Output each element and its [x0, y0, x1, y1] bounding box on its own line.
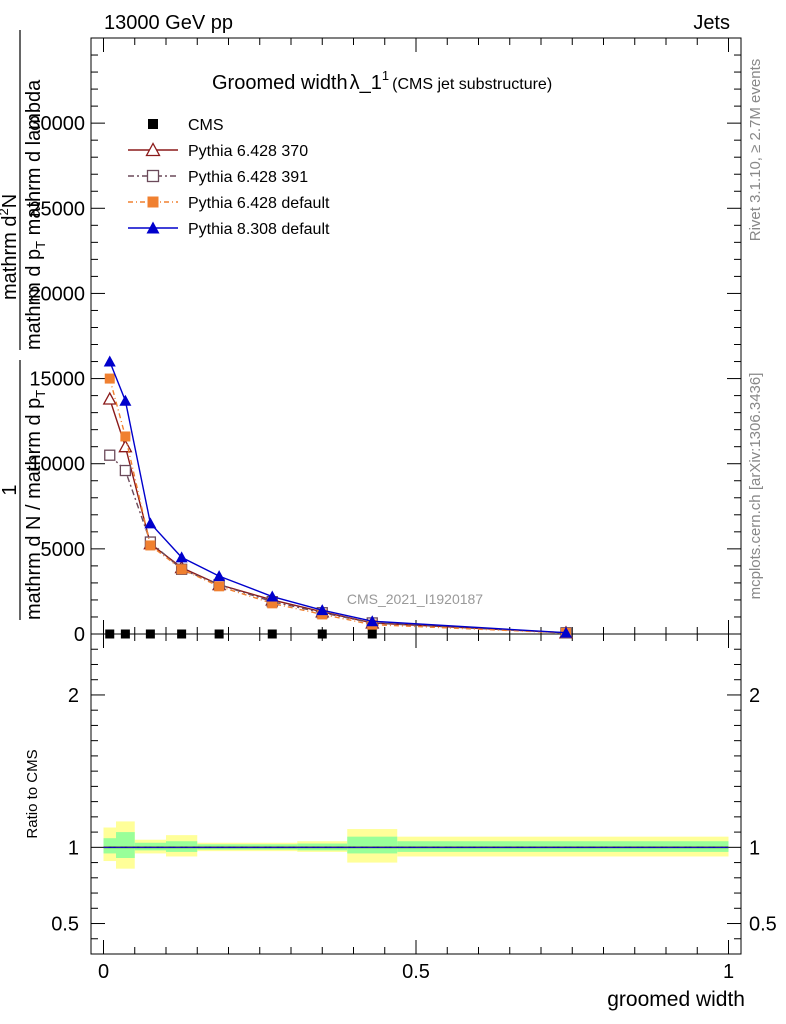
ylabel-frac-den: mathrm d N / mathrm d pT — [23, 390, 48, 620]
data-point — [144, 517, 157, 529]
main-y-tick-label: 30000 — [29, 113, 85, 135]
legend-marker — [146, 169, 160, 183]
series-line — [109, 361, 567, 634]
legend-label: Pythia 8.308 default — [188, 221, 330, 238]
legend-item-p8: Pythia 8.308 default — [128, 221, 330, 238]
x-axis-label: groomed width — [607, 988, 745, 1011]
analysis-watermark: CMS_2021_I1920187 — [347, 591, 483, 607]
legend-label: CMS — [188, 117, 224, 134]
data-point — [105, 629, 115, 639]
data-point — [119, 464, 132, 477]
data-point — [118, 439, 133, 453]
x-tick-label: 1 — [723, 961, 734, 983]
data-point — [560, 626, 572, 638]
data-point — [317, 629, 327, 639]
title-superscript: 1 — [382, 68, 389, 83]
ratio-plot-frame — [90, 633, 742, 955]
legend-marker — [148, 119, 158, 129]
series-p391 — [103, 449, 729, 848]
ratio-band-inner — [103, 838, 116, 854]
main-y-tick-label: 10000 — [29, 454, 85, 476]
legend-item-cms: CMS — [148, 117, 224, 134]
data-point — [119, 394, 132, 406]
legend-item-pdef: Pythia 6.428 default — [128, 195, 330, 212]
data-point — [267, 629, 277, 639]
data-point — [213, 570, 226, 582]
rivet-version-label: Rivet 3.1.10, ≥ 2.7M events — [747, 59, 764, 242]
data-point — [266, 590, 279, 602]
data-point — [145, 629, 155, 639]
main-y-tick-label: 20000 — [29, 283, 85, 305]
ratio-y-axis-label: Ratio to CMS — [24, 749, 41, 838]
main-y-tick-label: 5000 — [41, 539, 86, 561]
ylabel-rhs-num: mathrm d2N — [0, 194, 21, 300]
data-point — [366, 615, 379, 627]
main-y-axis-label: 1 mathrm d N / mathrm d pT mathrm d2N ma… — [0, 30, 48, 620]
header-process-label: Jets — [693, 12, 730, 34]
legend-marker — [145, 142, 161, 157]
series-layer — [102, 355, 729, 848]
data-point — [367, 629, 377, 639]
legend-item-p391: Pythia 6.428 391 — [128, 169, 308, 186]
ratio-band-inner — [397, 841, 729, 852]
ratio-band-inner — [134, 842, 166, 851]
data-point — [104, 449, 116, 461]
data-point — [120, 431, 131, 442]
plot-title: Groomed width λ_11(CMS jet substructure) — [212, 68, 552, 94]
series-line — [109, 398, 567, 634]
data-point — [104, 373, 115, 384]
header-energy-label: 13000 GeV pp — [104, 12, 233, 34]
data-point — [267, 598, 278, 609]
axis-ticks: 0 5000 10000 15000 20000 25000 30000 0.5 0.5 1 1 2 2… — [29, 38, 777, 983]
main-y-tick-label: 0 — [74, 624, 85, 646]
legend-item-p370: Pythia 6.428 370 — [128, 142, 308, 160]
data-point — [102, 391, 117, 405]
ratio-y-tick-label: 1 — [68, 837, 79, 859]
ratio-band-inner — [166, 841, 198, 852]
ratio-y-tick-label-right: 2 — [749, 685, 760, 707]
data-point — [145, 540, 156, 551]
data-point — [176, 564, 187, 575]
ylabel-frac-num: 1 — [0, 484, 21, 495]
series-pdef — [103, 373, 729, 848]
main-y-tick-label: 15000 — [29, 369, 85, 391]
data-point — [177, 629, 187, 639]
x-tick-label: 0.5 — [402, 961, 430, 983]
mcplots-label: mcplots.cern.ch [arXiv:1306.3436] — [747, 373, 764, 600]
data-point — [120, 629, 130, 639]
ratio-band-inner — [116, 832, 135, 858]
x-tick-label: 0 — [98, 961, 109, 983]
title-lambda: λ_1 — [350, 72, 382, 94]
data-point — [214, 629, 224, 639]
main-y-tick-label: 25000 — [29, 198, 85, 220]
series-line — [109, 454, 567, 634]
ratio-y-tick-label-right: 0.5 — [749, 914, 777, 936]
data-point — [214, 581, 225, 592]
ratio-y-tick-label-right: 1 — [749, 837, 760, 859]
ratio-y-tick-label: 0.5 — [51, 914, 79, 936]
data-point — [316, 604, 329, 616]
ratio-y-tick-label: 2 — [68, 685, 79, 707]
title-main: Groomed width — [212, 72, 348, 94]
legend-marker — [146, 221, 160, 234]
ratio-uncertainty-bands — [103, 821, 729, 869]
title-subtitle: (CMS jet substructure) — [392, 76, 552, 93]
data-point — [175, 551, 188, 563]
ylabel-rhs-den: mathrm d pT mathrm d lambda — [23, 79, 48, 350]
ratio-band-inner — [347, 836, 398, 854]
legend-label: Pythia 6.428 370 — [188, 143, 308, 160]
legend-label: Pythia 6.428 default — [188, 195, 330, 212]
legend-label: Pythia 6.428 391 — [188, 169, 308, 186]
legend: CMS Pythia 6.428 370 Pythia 6.428 391 Pythi… — [128, 117, 330, 238]
legend-marker — [147, 196, 159, 208]
series-p8 — [103, 355, 729, 848]
series-line — [109, 378, 567, 634]
data-point — [103, 355, 116, 367]
